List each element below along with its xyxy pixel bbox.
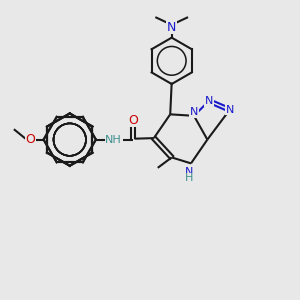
Text: O: O: [25, 133, 35, 146]
Text: N: N: [205, 96, 213, 106]
Text: H: H: [185, 173, 194, 183]
Text: O: O: [128, 114, 138, 127]
Text: NH: NH: [105, 135, 122, 145]
Text: N: N: [190, 107, 198, 117]
Text: N: N: [226, 105, 234, 115]
Text: N: N: [185, 167, 194, 177]
Text: N: N: [167, 21, 176, 34]
